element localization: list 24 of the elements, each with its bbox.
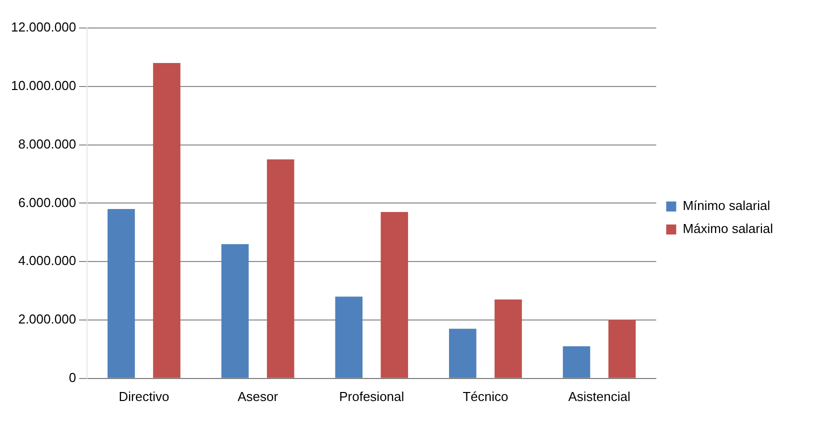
bar xyxy=(108,209,135,378)
bar xyxy=(449,328,476,378)
bar xyxy=(221,244,249,378)
y-tick-label: 12.000.000 xyxy=(10,20,76,35)
bar xyxy=(153,63,180,378)
legend-label: Máximo salarial xyxy=(682,221,774,236)
y-tick-label: 6.000.000 xyxy=(18,194,76,210)
x-tick-label: Profesional xyxy=(339,388,404,404)
bar xyxy=(608,320,636,378)
y-tick-label: 10.000.000 xyxy=(10,78,76,93)
bar xyxy=(380,212,408,378)
y-tick-label: 8.000.000 xyxy=(18,136,76,152)
y-tick-label: 4.000.000 xyxy=(18,253,76,268)
x-tick-label: Directivo xyxy=(118,388,170,404)
x-tick-label: Asistencial xyxy=(568,388,630,404)
bar xyxy=(562,346,590,378)
bar xyxy=(266,159,294,378)
y-tick-label: 2.000.000 xyxy=(18,312,76,327)
x-tick-label: Técnico xyxy=(462,388,508,404)
x-tick-label: Asesor xyxy=(238,388,279,404)
bar xyxy=(494,300,522,378)
y-tick-label: 0 xyxy=(68,370,76,385)
legend-label: Mínimo salarial xyxy=(682,198,770,214)
bar xyxy=(335,296,363,378)
